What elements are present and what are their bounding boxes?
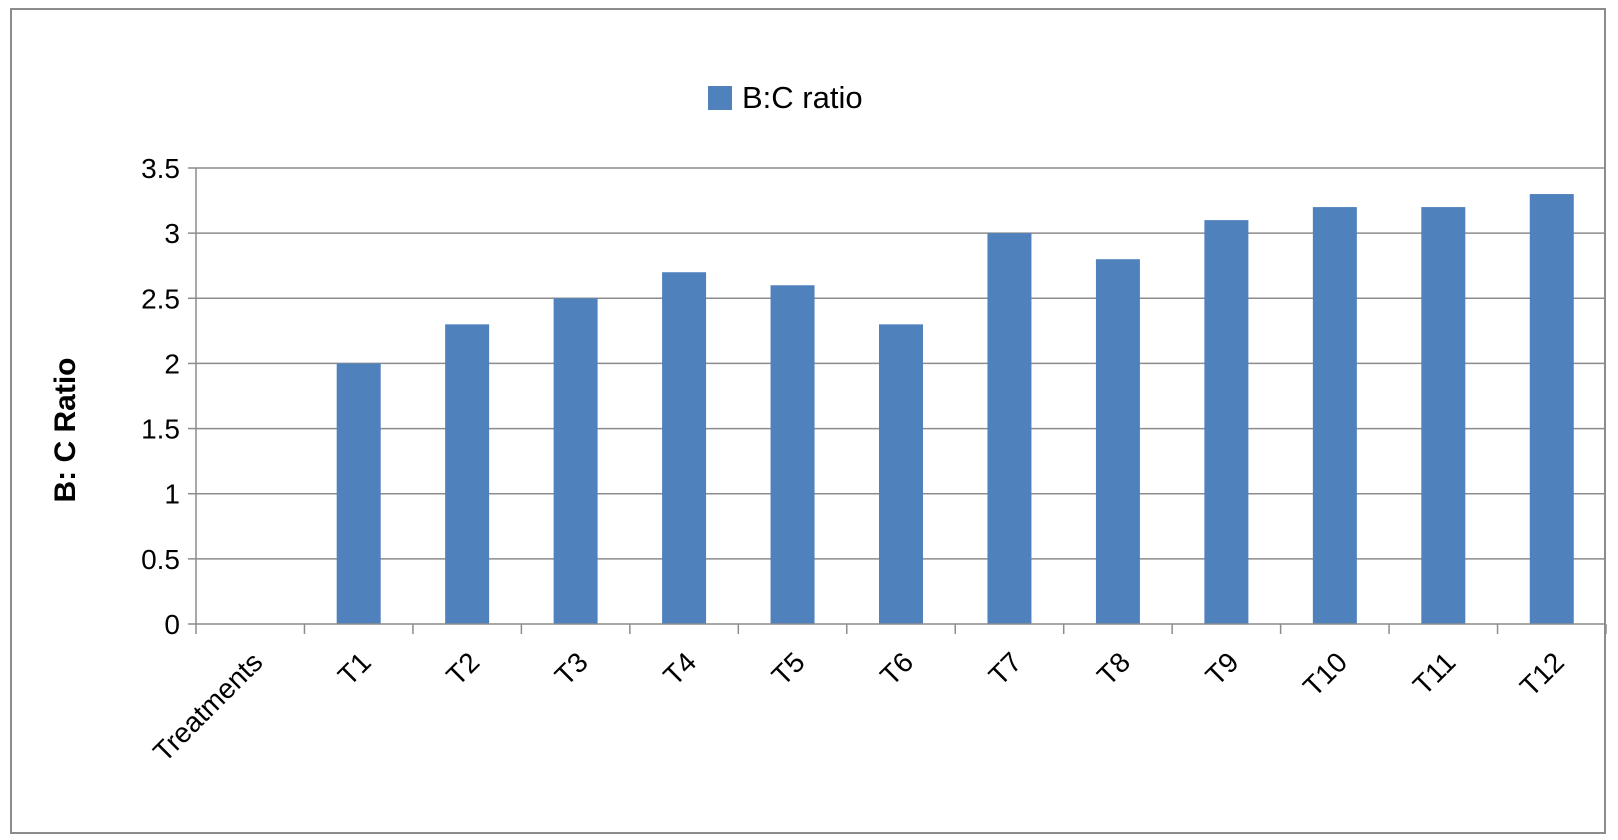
- y-tick-label: 3: [164, 218, 180, 249]
- y-axis-title: B: C Ratio: [49, 358, 82, 503]
- x-tick-label: Treatments: [147, 646, 268, 767]
- bar-T4: [662, 272, 707, 624]
- y-tick-label: 2.5: [141, 283, 180, 314]
- bar-T9: [1204, 220, 1249, 624]
- x-tick-label: T6: [874, 646, 919, 691]
- y-tick-label: 1: [164, 479, 180, 510]
- y-tick-label: 1.5: [141, 414, 180, 445]
- bar-T1: [336, 363, 381, 624]
- legend: B:C ratio: [708, 80, 863, 115]
- y-tick-label: 0.5: [141, 544, 180, 575]
- bar-T7: [987, 233, 1032, 624]
- y-tick-label: 0: [164, 609, 180, 640]
- legend-swatch: [708, 86, 732, 110]
- x-tick-label: T8: [1091, 646, 1136, 691]
- x-tick-label: T4: [657, 646, 702, 691]
- x-tick-label: T3: [549, 646, 594, 691]
- bar-T11: [1421, 207, 1466, 625]
- x-tick-label: T11: [1407, 646, 1462, 701]
- x-tick-labels: Treatments T1 T2 T3 T4 T5 T6 T7 T8 T9 T10 T11 T12: [147, 646, 1570, 767]
- axes: [195, 168, 1607, 634]
- x-tick-label: T5: [766, 646, 811, 691]
- x-tick-label: T2: [440, 646, 485, 691]
- bar-T3: [553, 298, 598, 624]
- y-tick-label: 2: [164, 348, 180, 379]
- bar-T8: [1095, 259, 1140, 624]
- bar-T12: [1529, 194, 1574, 625]
- x-tick-label: T12: [1514, 646, 1570, 702]
- x-tick-label: T9: [1200, 646, 1245, 691]
- x-tick-label: T1: [332, 646, 377, 691]
- bars: [336, 194, 1574, 625]
- x-tick-label: T10: [1297, 646, 1353, 702]
- legend-label: B:C ratio: [742, 80, 863, 115]
- x-tick-label: T7: [983, 646, 1028, 691]
- bar-T5: [770, 285, 815, 624]
- y-tick-labels: 0 0.5 1 1.5 2 2.5 3 3.5: [141, 153, 180, 640]
- bar-T6: [879, 324, 923, 624]
- bar-T2: [445, 324, 490, 624]
- bar-T10: [1312, 207, 1357, 625]
- y-tick-label: 3.5: [141, 153, 180, 184]
